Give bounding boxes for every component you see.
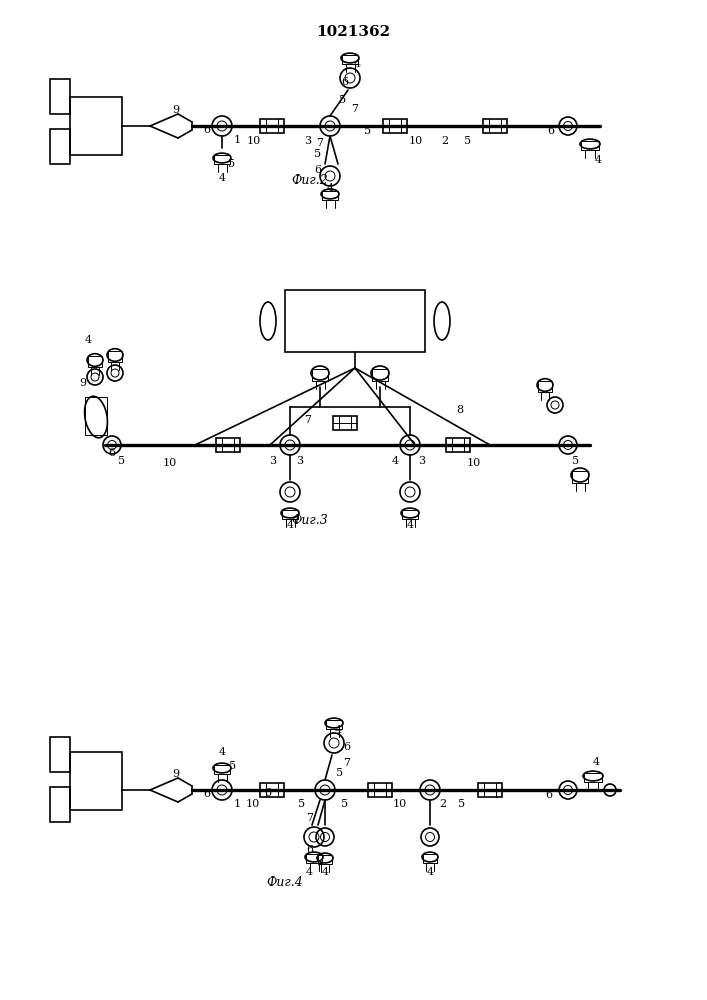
Bar [581,141,599,150]
Text: .: . [590,143,594,153]
Bar [260,783,284,797]
Bar [372,369,388,381]
Bar [326,720,342,729]
Text: 2: 2 [440,799,447,809]
Bar [478,783,502,797]
Bar [584,773,602,782]
Text: 4: 4 [592,757,600,767]
Bar [108,351,122,362]
Text: 6: 6 [344,742,351,752]
Bar [538,381,552,392]
Text: 5: 5 [339,95,346,105]
Bar [306,854,322,863]
Text: 4: 4 [392,456,399,466]
Text: 5: 5 [230,761,237,771]
Text: 9: 9 [173,105,180,115]
Bar [50,787,70,822]
Bar [260,119,284,133]
Text: 3: 3 [419,456,426,466]
Text: 5: 5 [228,159,235,169]
Text: Фиг.2: Фиг.2 [291,174,328,186]
Text: 5: 5 [341,799,349,809]
Text: 4: 4 [334,725,341,735]
Text: 6: 6 [204,125,211,135]
Bar [483,119,507,133]
Text: 7: 7 [351,104,358,114]
Text: 9: 9 [79,378,86,388]
Text: 4: 4 [218,173,226,183]
Bar [312,369,328,381]
Text: 4: 4 [426,867,433,877]
Text: 6: 6 [547,126,554,136]
Text: 7: 7 [305,415,312,425]
Bar [322,191,338,200]
Text: 6: 6 [204,789,211,799]
Text: 1021362: 1021362 [316,25,390,39]
Text: 7: 7 [307,813,313,823]
Text: 6: 6 [264,788,271,798]
Text: 10: 10 [247,136,261,146]
Text: 3: 3 [305,136,312,146]
Text: 4: 4 [84,335,92,345]
Bar [88,356,102,367]
Bar [572,471,588,483]
Bar [50,129,70,164]
Text: 10: 10 [163,458,177,468]
Bar [70,97,122,155]
Text: 4: 4 [322,867,329,877]
Text: Фиг.4: Фиг.4 [267,876,303,888]
Text: 5: 5 [364,126,372,136]
Text: 6: 6 [306,845,314,855]
Text: 10: 10 [467,458,481,468]
Bar [342,55,358,64]
Text: 7: 7 [317,138,324,148]
Text: 7: 7 [344,758,351,768]
Text: 8: 8 [457,405,464,415]
Bar [383,119,407,133]
Text: 6: 6 [341,77,349,87]
Bar [214,155,230,164]
Text: 5: 5 [315,149,322,159]
Text: 4: 4 [218,747,226,757]
Text: 5: 5 [464,136,472,146]
Text: 6: 6 [108,448,115,458]
Text: 5: 5 [119,456,126,466]
Text: 5: 5 [573,456,580,466]
Text: 2: 2 [441,136,448,146]
Bar [446,438,470,452]
Text: 9: 9 [173,769,180,779]
Bar [402,510,418,519]
Bar [70,752,122,810]
Text: 1: 1 [233,799,240,809]
Text: 5: 5 [458,799,466,809]
Text: 10: 10 [393,799,407,809]
Text: 6: 6 [315,165,322,175]
Bar [368,783,392,797]
Bar [282,510,298,519]
Text: 6: 6 [545,790,553,800]
Text: 4: 4 [595,155,602,165]
Bar [50,737,70,772]
Text: 1: 1 [233,135,240,145]
Text: 4: 4 [286,520,293,530]
Text: 5: 5 [298,799,305,809]
Bar [318,855,332,864]
Text: 4: 4 [354,59,361,69]
Text: 10: 10 [246,799,260,809]
Text: 4: 4 [407,520,414,530]
Text: 4: 4 [327,183,334,193]
Text: 4: 4 [305,867,312,877]
Bar [216,438,240,452]
Bar [423,854,437,863]
Text: 10: 10 [409,136,423,146]
Text: 3: 3 [296,456,303,466]
Bar [85,397,107,435]
Bar [214,765,230,774]
Bar [285,290,425,352]
Text: 3: 3 [269,456,276,466]
Bar [333,416,357,430]
Text: Фиг.3: Фиг.3 [291,514,328,526]
Text: 5: 5 [337,768,344,778]
Bar [50,79,70,114]
